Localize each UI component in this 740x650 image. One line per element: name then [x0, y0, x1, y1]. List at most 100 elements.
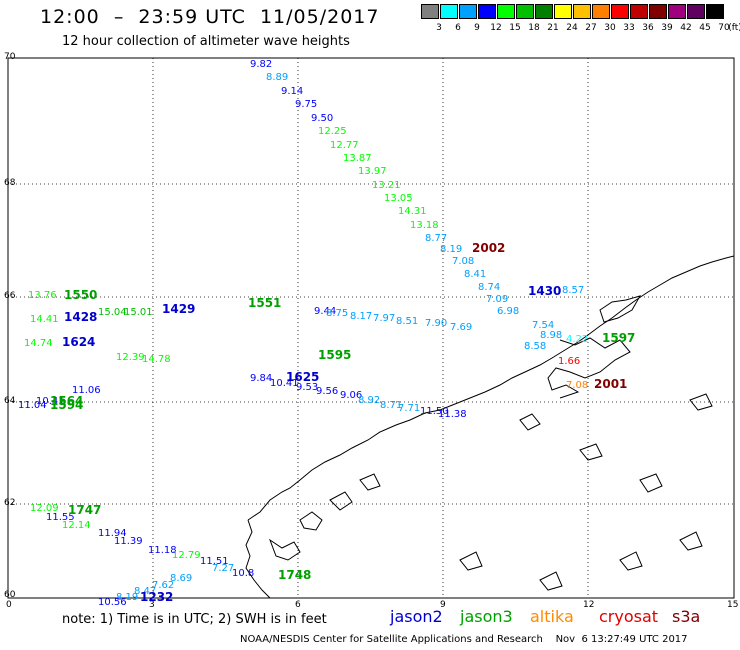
colorbar-label: 6: [455, 23, 461, 33]
pass-1564: 1564: [50, 394, 84, 408]
colorbar-label: 27: [585, 23, 597, 33]
colorbar-swatch: [478, 4, 496, 19]
swh-value: 8.98: [540, 330, 563, 341]
map-title: 12:00 – 23:59 UTC 11/05/2017: [40, 6, 380, 28]
colorbar-swatch: [706, 4, 724, 19]
colorbar-label: 3: [436, 23, 442, 33]
legend-altika: altika: [530, 607, 574, 626]
swh-value: 9.06: [340, 390, 363, 401]
swh-value: 8.41: [464, 269, 487, 280]
swh-value: 7.71: [398, 403, 421, 414]
swh-value: 15.01: [124, 307, 153, 318]
swh-value: 14.78: [142, 354, 171, 365]
swh-value: 11.39: [114, 536, 143, 547]
swh-value: 12.39: [116, 352, 145, 363]
map-subtitle: 12 hour collection of altimeter wave hei…: [62, 34, 350, 49]
pass-1625: 1625: [286, 370, 320, 384]
pass-1597: 1597: [602, 331, 636, 345]
colorbar-swatch: [497, 4, 515, 19]
swh-value: 9.75: [295, 99, 318, 110]
lon-label-12: 12: [583, 600, 595, 610]
colorbar-swatch: [440, 4, 458, 19]
graticule: [8, 58, 734, 598]
colorbar-label: 12: [490, 23, 502, 33]
colorbar-swatch: [649, 4, 667, 19]
colorbar-swatch: [573, 4, 591, 19]
swh-value: 11.51: [200, 556, 229, 567]
norway-coastline: [245, 255, 735, 599]
swh-value: 12.09: [30, 503, 59, 514]
lat-label-62: 62: [4, 498, 16, 508]
colorbar-label: 21: [547, 23, 559, 33]
swh-value: 14.41: [30, 314, 59, 325]
swh-value: 6.98: [497, 306, 520, 317]
swh-value: 11.04: [18, 400, 47, 411]
colorbar-swatch: [611, 4, 629, 19]
pass-2002: 2002: [472, 241, 506, 255]
swh-value: 7.09: [486, 294, 509, 305]
swh-value: 10.41: [36, 396, 65, 407]
swh-value: 8.77: [425, 233, 448, 244]
colorbar-swatch: [459, 4, 477, 19]
colorbar-swatch: [687, 4, 705, 19]
colorbar-label: 18: [528, 23, 540, 33]
swh-value: 14.74: [24, 338, 53, 349]
swh-value: 15.04: [98, 307, 127, 318]
colorbar-swatch: [592, 4, 610, 19]
swh-value: 13.97: [358, 166, 387, 177]
lat-label-60: 60: [4, 590, 16, 600]
lat-label-68: 68: [4, 178, 16, 188]
swh-value: 12.25: [318, 126, 347, 137]
swh-value: 10.56: [98, 597, 127, 608]
swh-value: 7.08: [452, 256, 475, 267]
swh-value: 8.74: [478, 282, 501, 293]
legend-jason2: jason2: [390, 607, 443, 626]
footnote: note: 1) Time is in UTC; 2) SWH is in fe…: [62, 612, 327, 627]
swh-value: 12.14: [62, 520, 91, 531]
swh-value: 13.21: [372, 180, 401, 191]
pass-1595: 1595: [318, 348, 352, 362]
pass-1551: 1551: [248, 296, 282, 310]
swh-value: 13.87: [343, 153, 372, 164]
lat-label-64: 64: [4, 396, 16, 406]
swh-value: 12.79: [172, 550, 201, 561]
swh-value: 13.05: [384, 193, 413, 204]
swh-value: 9.50: [311, 113, 334, 124]
swh-value: 7.97: [373, 313, 396, 324]
swh-value: 9.14: [281, 86, 304, 97]
colorbar-label: 15: [509, 23, 521, 33]
swh-value: 9.53: [296, 382, 319, 393]
plot-frame: [7, 57, 735, 599]
pass-1748: 1748: [278, 568, 312, 582]
swh-value: 4.22: [566, 334, 589, 345]
pass-1550: 1550: [64, 288, 98, 302]
swh-value: 11.38: [438, 409, 467, 420]
lat-label-70: 70: [4, 52, 16, 62]
swh-value: 11.18: [148, 545, 177, 556]
swh-value: 8.92: [358, 395, 381, 406]
swh-value: 10.41: [270, 378, 299, 389]
colorbar-swatch: [421, 4, 439, 19]
swh-value: 13.76: [28, 290, 57, 301]
lon-label-9: 9: [440, 600, 446, 610]
swh-value: 7.90: [425, 318, 448, 329]
pass-1747: 1747: [68, 503, 102, 517]
legend-cryosat: cryosat: [599, 607, 659, 626]
swh-value: 8.19: [440, 244, 463, 255]
colorbar-label: 36: [642, 23, 654, 33]
swh-value: 13.18: [410, 220, 439, 231]
colorbar-swatch: [554, 4, 572, 19]
swh-value: 8.47: [134, 586, 157, 597]
swh-value: 8.58: [524, 341, 547, 352]
swh-value: 7.08: [566, 380, 589, 391]
colorbar-label: 9: [474, 23, 480, 33]
swh-value: 12.77: [330, 140, 359, 151]
swh-value: 14.31: [398, 206, 427, 217]
swh-value: 8.19: [116, 592, 139, 603]
swh-value: 9.44: [314, 306, 337, 317]
pass-1428: 1428: [64, 310, 98, 324]
colorbar-label: 42: [680, 23, 692, 33]
swh-value: 1.66: [558, 356, 581, 367]
swh-value: 11.50: [420, 406, 449, 417]
colorbar-swatch: [668, 4, 686, 19]
